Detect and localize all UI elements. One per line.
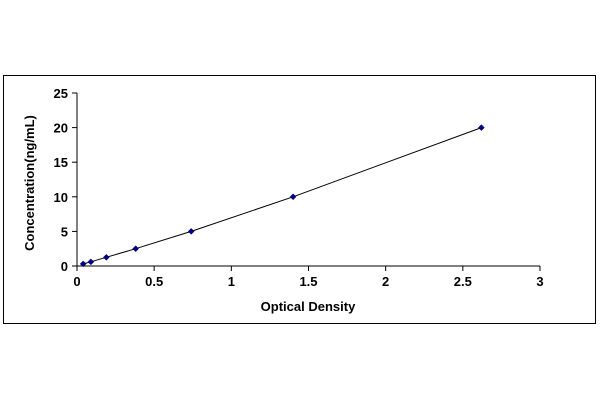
y-tick-label: 25 [54, 86, 68, 101]
data-point [132, 245, 140, 253]
data-points [79, 124, 485, 268]
data-point [289, 193, 297, 201]
y-tick-label: 20 [54, 121, 68, 136]
data-point [102, 253, 110, 261]
x-axis-title: Optical Density [261, 299, 356, 314]
chart-frame: 0 5 10 15 20 25 0 0.5 1 1.5 2 2.5 3 Optical Density … [3, 75, 596, 324]
trendline [83, 127, 482, 265]
x-tick-label: 1 [228, 274, 235, 289]
data-point [187, 228, 195, 235]
data-point [477, 124, 485, 131]
x-tick-label: 0 [73, 274, 80, 289]
ticks: 0 5 10 15 20 25 0 0.5 1 1.5 2 2.5 3 [54, 86, 544, 289]
x-tick-label: 0.5 [145, 274, 163, 289]
data-point [79, 260, 87, 268]
x-tick-label: 2.5 [454, 274, 472, 289]
y-axis-title: Concentration(ng/mL) [22, 115, 37, 251]
y-tick-label: 0 [61, 259, 68, 274]
x-tick-label: 2 [382, 274, 389, 289]
trendline-layer [83, 127, 482, 265]
x-tick-label: 1.5 [299, 274, 317, 289]
data-point [87, 258, 95, 266]
x-tick-label: 3 [536, 274, 543, 289]
y-tick-label: 15 [54, 155, 68, 170]
y-tick-label: 10 [54, 190, 68, 205]
axes [76, 93, 540, 267]
y-tick-label: 5 [61, 224, 68, 239]
